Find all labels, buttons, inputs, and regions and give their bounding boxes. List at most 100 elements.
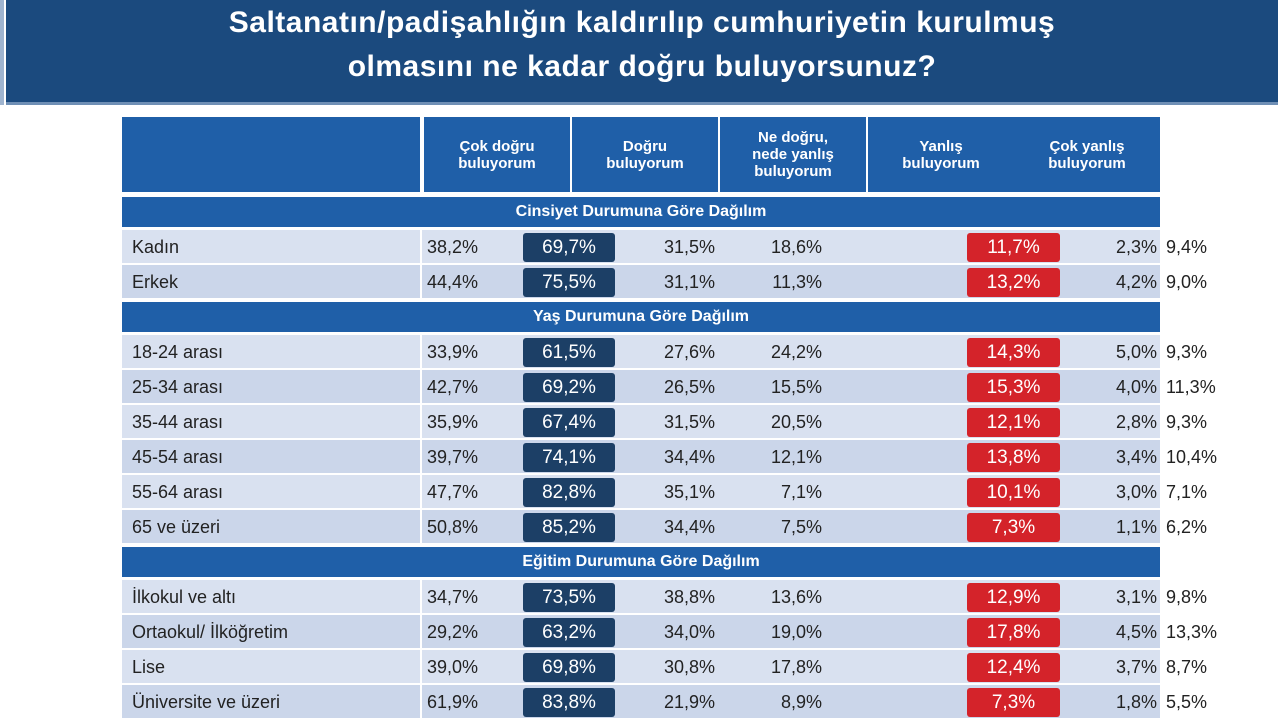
cell-value: 27,6% <box>663 342 715 362</box>
row-label: 55-64 arası <box>132 482 224 502</box>
cell-value: 29,2% <box>427 622 479 642</box>
cell-value: 5,0% <box>1115 342 1157 362</box>
cell-value: 20,5% <box>770 412 822 432</box>
row-label: Erkek <box>132 272 179 292</box>
cell-value: 7,5% <box>780 517 822 537</box>
cell-value: 8,7% <box>1166 657 1208 677</box>
highlight-value: 10,1% <box>967 478 1060 507</box>
cell-value: 5,5% <box>1166 692 1208 712</box>
table-row: 65 ve üzeri 50,8% 85,2% 34,4% 7,5% 6,2% 7,3% 1,… <box>122 510 1207 545</box>
cell-value: 11,3% <box>772 272 822 292</box>
row-bg <box>122 580 420 613</box>
highlight-value: 85,2% <box>523 513 615 542</box>
header-cell <box>122 117 420 192</box>
highlight-value: 13,2% <box>967 268 1060 297</box>
cell-value: 8,9% <box>780 692 822 712</box>
row-bg <box>122 265 420 298</box>
table-row: Ortaokul/ İlköğretim 29,2% 63,2% 34,0% 19,0%… <box>122 615 1217 650</box>
cell-value: 3,0% <box>1115 482 1157 502</box>
cell-value: 13,3% <box>1166 622 1218 642</box>
row-bg <box>122 440 420 473</box>
row-label: Üniversite ve üzeri <box>132 692 281 712</box>
section-header: Cinsiyet Durumuna Göre Dağılım <box>122 197 1160 227</box>
row-bg <box>122 335 420 368</box>
row-bg <box>122 510 420 543</box>
row-bg <box>122 615 420 648</box>
cell-value: 35,9% <box>427 412 479 432</box>
title-banner: Saltanatın/padişahlığın kaldırılıp cumhu… <box>6 0 1278 105</box>
cell-value: 3,4% <box>1115 447 1157 467</box>
column-header-text: Doğru buluyorum <box>606 137 684 172</box>
row-bg <box>122 230 420 263</box>
highlight-value: 13,8% <box>967 443 1060 472</box>
cell-value: 4,2% <box>1115 272 1157 292</box>
column-header: Çok doğru buluyorum <box>424 117 570 192</box>
highlight-value: 17,8% <box>967 618 1060 647</box>
highlight-value: 74,1% <box>523 443 615 472</box>
cell-value: 35,1% <box>663 482 715 502</box>
highlight-value: 63,2% <box>523 618 615 647</box>
row-label: Ortaokul/ İlköğretim <box>132 622 289 642</box>
row-bg <box>122 650 420 683</box>
cell-value: 31,5% <box>663 412 715 432</box>
table-row: İlkokul ve altı 34,7% 73,5% 38,8% 13,6% 9,8% 1… <box>122 580 1207 615</box>
cell-value: 9,4% <box>1166 237 1208 257</box>
highlight-value: 82,8% <box>523 478 615 507</box>
table-row: 45-54 arası 39,7% 74,1% 34,4% 12,1% 10,4% 13,8… <box>122 440 1217 475</box>
cell-value: 44,4% <box>427 272 479 292</box>
cell-value: 38,8% <box>663 587 715 607</box>
table-row: Lise 39,0% 69,8% 30,8% 17,8% 8,7% 12,4% 3,7% <box>122 650 1207 685</box>
cell-value: 3,7% <box>1115 657 1157 677</box>
highlight-value: 12,4% <box>967 653 1060 682</box>
cell-value: 61,9% <box>427 692 479 712</box>
cell-value: 34,7% <box>427 587 479 607</box>
cell-value: 17,8% <box>770 657 822 677</box>
cell-value: 2,3% <box>1115 237 1157 257</box>
row-bg <box>122 475 420 508</box>
row-label: 35-44 arası <box>132 412 224 432</box>
row-bg <box>122 405 420 438</box>
cell-value: 6,2% <box>1166 517 1208 537</box>
row-bg <box>122 685 420 718</box>
table-row: 55-64 arası 47,7% 82,8% 35,1% 7,1% 7,1% 10,1% 3… <box>122 475 1207 510</box>
table-row: Kadın 38,2% 69,7% 31,5% 18,6% 9,4% 11,7% 2,3% <box>122 230 1207 265</box>
row-label: 65 ve üzeri <box>132 517 221 537</box>
row-label: 25-34 arası <box>132 377 224 397</box>
cell-value: 11,3% <box>1166 377 1216 397</box>
column-header-text: Yanlış buluyorum <box>902 137 980 172</box>
cell-value: 21,9% <box>663 692 715 712</box>
cell-value: 31,1% <box>663 272 715 292</box>
cell-value: 15,5% <box>770 377 822 397</box>
cell-value: 34,4% <box>663 517 715 537</box>
table-row: Üniversite ve üzeri 61,9% 83,8% 21,9% 8,9% 5,… <box>122 685 1207 720</box>
highlight-value: 11,7% <box>967 233 1060 262</box>
row-label: Kadın <box>132 237 180 257</box>
highlight-value: 75,5% <box>523 268 615 297</box>
cell-value: 50,8% <box>427 517 479 537</box>
cell-value: 9,8% <box>1166 587 1208 607</box>
cell-value: 9,0% <box>1166 272 1208 292</box>
cell-value: 31,5% <box>663 237 715 257</box>
cell-value: 1,1% <box>1115 517 1157 537</box>
highlight-value: 12,9% <box>967 583 1060 612</box>
column-header-text: Çok doğru buluyorum <box>458 137 536 172</box>
row-label: 18-24 arası <box>132 342 224 362</box>
column-header: Yanlış buluyorum <box>868 117 1014 192</box>
highlight-value: 7,3% <box>967 513 1060 542</box>
highlight-value: 73,5% <box>523 583 615 612</box>
row-label: Lise <box>132 657 166 677</box>
column-header: Doğru buluyorum <box>572 117 718 192</box>
cell-value: 24,2% <box>770 342 822 362</box>
highlight-value: 69,2% <box>523 373 615 402</box>
edge <box>0 0 4 105</box>
cell-value: 9,3% <box>1166 412 1208 432</box>
highlight-value: 61,5% <box>523 338 615 367</box>
cell-value: 39,7% <box>427 447 479 467</box>
highlight-value: 67,4% <box>523 408 615 437</box>
cell-value: 2,8% <box>1115 412 1157 432</box>
highlight-value: 83,8% <box>523 688 615 717</box>
title-line: Saltanatın/padişahlığın kaldırılıp cumhu… <box>228 6 1056 39</box>
row-bg <box>122 370 420 403</box>
table-row: Erkek 44,4% 75,5% 31,1% 11,3% 9,0% 13,2% 4,2% <box>122 265 1207 300</box>
section-header: Eğitim Durumuna Göre Dağılım <box>122 547 1160 577</box>
